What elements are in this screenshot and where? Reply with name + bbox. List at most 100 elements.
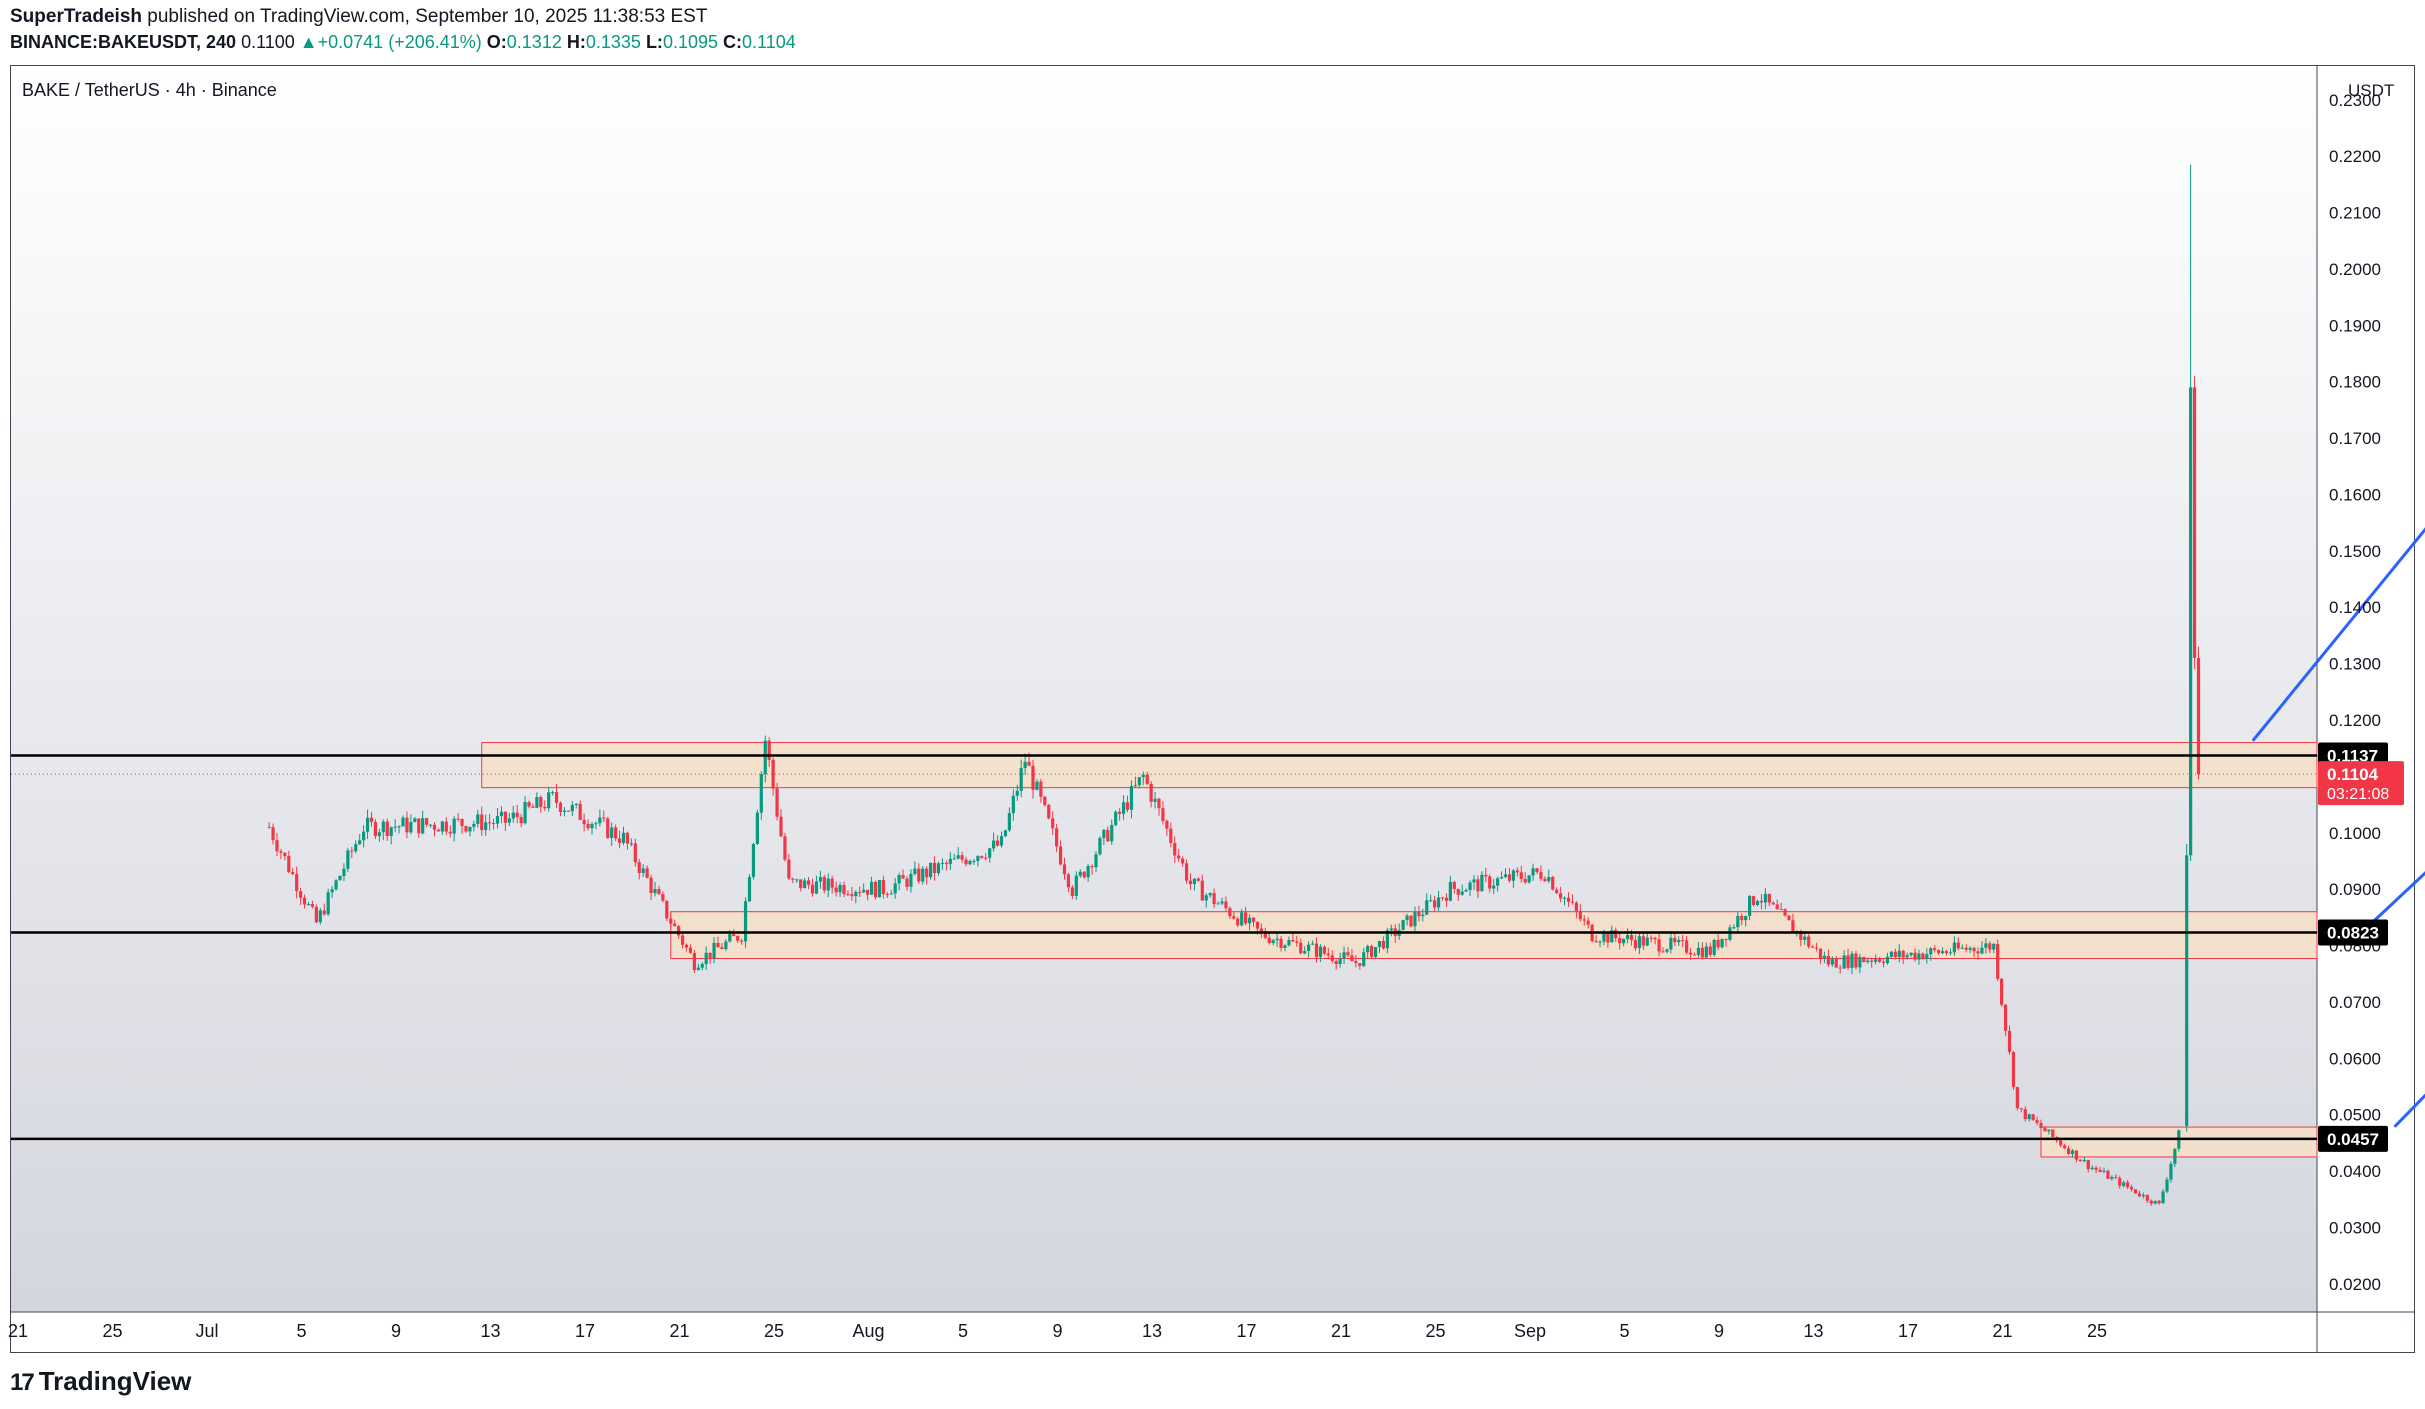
candle-body-118	[732, 934, 736, 937]
candle-body-185	[995, 840, 1000, 846]
y-tick-label: 0.0900	[2329, 880, 2381, 899]
candle-body-238	[1204, 895, 1208, 901]
candle-body-33	[397, 826, 401, 828]
candle-body-458	[2070, 1150, 2075, 1155]
candle-body-326	[1551, 876, 1555, 890]
candle-body-65	[523, 802, 527, 824]
candle-body-226	[1157, 798, 1161, 809]
tradingview-logo[interactable]: 17 TradingView	[10, 1366, 191, 1397]
candle-body-201	[1058, 846, 1063, 865]
candle-body-397	[1830, 959, 1834, 965]
candle-body-52	[472, 823, 476, 827]
candle-body-417	[1909, 952, 1913, 956]
pump-candle-1-body	[2185, 855, 2189, 1126]
candle-body-446	[2023, 1109, 2027, 1120]
level-tag-label: 0.0457	[2327, 1130, 2379, 1149]
candle-body-467	[2106, 1170, 2110, 1179]
candle-body-269	[1326, 953, 1330, 956]
candle-body-225	[1153, 798, 1157, 802]
candle-body-376	[1748, 896, 1752, 916]
x-tick-label: 9	[1052, 1321, 1062, 1341]
candle-body-464	[2094, 1167, 2098, 1170]
candle-body-47	[452, 818, 456, 834]
author-name[interactable]: SuperTradeish	[10, 6, 142, 27]
candle-body-24	[362, 831, 366, 841]
candle-body-162	[905, 878, 909, 887]
x-tick-label: Aug	[852, 1321, 884, 1341]
x-tick-label: 17	[575, 1321, 595, 1341]
candle-body-25	[365, 817, 370, 832]
candle-body-41	[428, 824, 433, 826]
candle-body-302	[1456, 889, 1460, 895]
current-price-label: 0.1104	[2327, 765, 2379, 784]
candle-body-419	[1917, 953, 1921, 960]
candle-body-430	[1960, 947, 1964, 949]
candle-body-475	[2137, 1193, 2142, 1197]
candle-body-72	[551, 792, 555, 794]
candle-body-233	[1184, 863, 1189, 881]
candle-body-170	[936, 863, 941, 874]
candle-body-455	[2059, 1140, 2063, 1146]
candle-body-391	[1807, 936, 1811, 947]
candle-body-395	[1822, 955, 1827, 959]
candle-body-265	[1310, 943, 1315, 945]
chart-frame[interactable]	[10, 65, 2415, 1353]
price-change: +0.0741 (+206.41%)	[317, 32, 482, 52]
candle-body-195	[1035, 781, 1039, 790]
candle-body-346	[1629, 934, 1634, 941]
candle-body-341	[1610, 930, 1614, 943]
candle-body-164	[913, 868, 917, 874]
candle-body-426	[1944, 951, 1949, 954]
y-tick-label: 0.0300	[2329, 1218, 2381, 1237]
candle-body-100	[661, 894, 665, 901]
candle-body-144	[834, 887, 838, 893]
candle-body-129	[775, 788, 779, 817]
candle-body-362	[1692, 954, 1697, 956]
candle-body-26	[369, 817, 374, 822]
candle-body-168	[929, 862, 933, 878]
candle-body-450	[2039, 1122, 2043, 1128]
candle-body-77	[570, 804, 574, 812]
candle-body-12	[314, 906, 318, 923]
candle-body-383	[1775, 904, 1779, 910]
candle-body-305	[1468, 882, 1472, 890]
candle-body-167	[925, 868, 929, 878]
candle-body-432	[1968, 947, 1972, 950]
candle-body-413	[1893, 951, 1897, 958]
candle-body-262	[1299, 942, 1303, 954]
candle-body-295	[1429, 900, 1433, 902]
candle-body-299	[1444, 897, 1449, 901]
candle-body-20	[346, 850, 350, 869]
candle-body-224	[1149, 783, 1153, 802]
candle-body-292	[1417, 912, 1421, 917]
candle-body-255	[1271, 940, 1275, 944]
candle-body-408	[1874, 959, 1878, 962]
candle-body-149	[854, 891, 858, 897]
candle-body-120	[740, 940, 744, 942]
low-value: 0.1095	[662, 32, 718, 52]
candle-body-56	[488, 822, 492, 824]
candle-body-461	[2082, 1160, 2086, 1162]
candle-body-166	[921, 868, 925, 882]
candle-body-420	[1921, 953, 1925, 960]
candle-body-45	[444, 821, 448, 832]
candle-body-13	[318, 910, 322, 923]
plot-background	[11, 66, 2317, 1312]
candle-body-140	[818, 877, 822, 882]
candle-body-429	[1956, 942, 1960, 949]
x-tick-label: 5	[1619, 1321, 1629, 1341]
candle-body-379	[1759, 900, 1764, 903]
candle-body-368	[1716, 939, 1720, 948]
candle-body-85	[602, 817, 606, 819]
candle-body-361	[1688, 952, 1693, 955]
candle-body-169	[932, 862, 937, 874]
candle-body-381	[1767, 893, 1771, 903]
candle-body-375	[1744, 915, 1748, 921]
candle-body-400	[1842, 955, 1846, 969]
candle-body-44	[440, 821, 444, 832]
candle-body-476	[2141, 1194, 2145, 1197]
candle-body-214	[1110, 824, 1114, 842]
candle-body-398	[1834, 959, 1838, 968]
candle-body-22	[354, 844, 358, 852]
